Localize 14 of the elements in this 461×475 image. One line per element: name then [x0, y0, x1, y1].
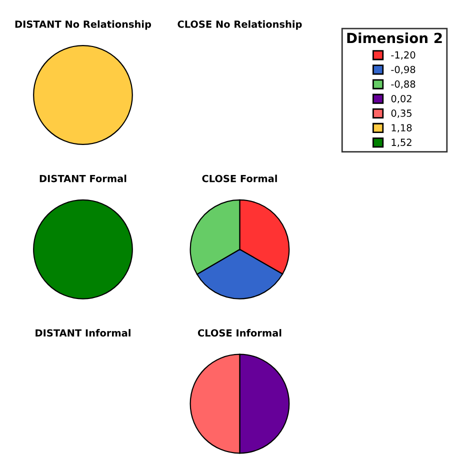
text: DISTANT Informal [36, 329, 130, 337]
chart-title: DISTANT No Relationship [15, 20, 152, 30]
text: CLOSE Informal [198, 329, 282, 337]
legend-label: 0,35 [391, 110, 412, 118]
legend-label: -0,88 [391, 80, 416, 89]
legend-label: -0,98 [391, 66, 416, 74]
legend-title: Dimension 2 [347, 32, 442, 44]
legend-label: 1,18 [392, 124, 412, 132]
legend-label: -1,20 [391, 51, 416, 60]
text: CLOSE No Relationship [178, 20, 302, 30]
legend-label: 1,52 [392, 138, 412, 147]
text: CLOSE Formal [202, 174, 277, 182]
text: DISTANT Formal [40, 174, 126, 182]
legend-label: 0,02 [391, 94, 412, 104]
